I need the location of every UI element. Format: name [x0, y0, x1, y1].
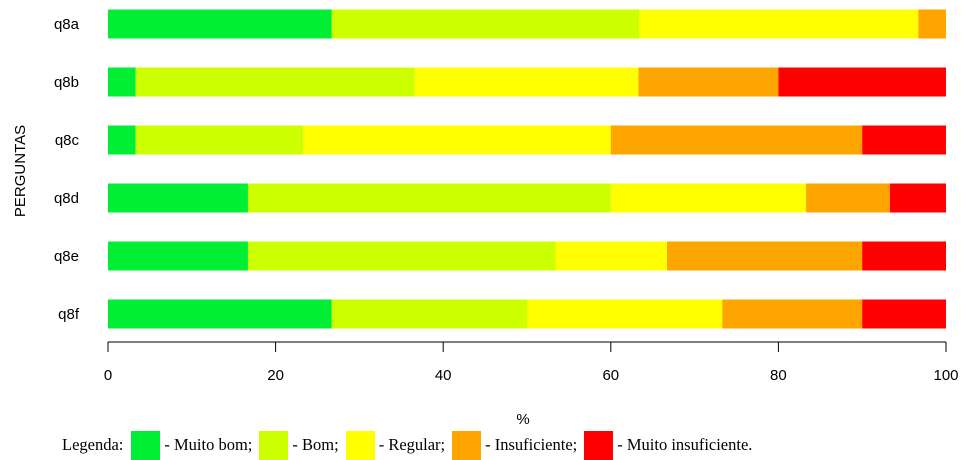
category-label-q8a: q8a [54, 16, 80, 33]
bar-segment-q8a-3 [918, 9, 946, 39]
legend-label-2: - Regular; [378, 435, 446, 454]
legend: Legenda: - Muito bom; - Bom; - Regular; - I… [62, 430, 755, 460]
legend-swatch-2 [345, 430, 375, 460]
bar-segment-q8e-2 [555, 241, 667, 271]
category-label-q8d: q8d [54, 190, 79, 207]
bar-segment-q8d-0 [108, 183, 248, 213]
bar-segment-q8e-0 [108, 241, 248, 271]
bars-group [108, 9, 946, 329]
x-tick-label-40: 40 [435, 367, 452, 384]
bar-segment-q8a-0 [108, 9, 332, 39]
x-axis: 0 20 40 60 80 100 [104, 341, 959, 384]
x-tick-label-20: 20 [267, 367, 284, 384]
bar-segment-q8b-4 [778, 67, 946, 97]
bar-segment-q8e-1 [247, 241, 556, 271]
y-axis-title: PERGUNTAS [12, 125, 29, 217]
bar-segment-q8f-1 [331, 299, 527, 329]
legend-label-1: - Bom; [292, 435, 339, 454]
x-tick-label-100: 100 [933, 367, 958, 384]
bar-segment-q8d-3 [806, 183, 890, 213]
x-tick-label-0: 0 [104, 367, 112, 384]
category-label-q8e: q8e [54, 248, 79, 265]
bar-segment-q8b-0 [108, 67, 136, 97]
bar-segment-q8b-2 [414, 67, 639, 97]
bar-segment-q8a-1 [331, 9, 640, 39]
category-label-q8b: q8b [54, 74, 79, 91]
stacked-bar-chart: q8a q8b q8c q8d q8e q8f 0 20 40 60 80 100 PERGUNTA… [12, 9, 959, 425]
bar-segment-q8c-1 [135, 125, 304, 155]
bar-segment-q8d-1 [247, 183, 611, 213]
x-tick-label-60: 60 [602, 367, 619, 384]
legend-swatch-1 [259, 430, 289, 460]
category-labels: q8a q8b q8c q8d q8e q8f [54, 16, 80, 323]
bar-segment-q8a-2 [639, 9, 919, 39]
bar-segment-q8c-3 [610, 125, 863, 155]
bar-segment-q8d-4 [889, 183, 946, 213]
category-label-q8c: q8c [55, 132, 80, 149]
legend-label-3: - Insuficiente; [485, 435, 578, 454]
category-label-q8f: q8f [58, 306, 80, 323]
bar-segment-q8e-4 [862, 241, 946, 271]
bar-segment-q8f-0 [108, 299, 332, 329]
legend-swatch-4 [584, 430, 614, 460]
legend-label-4: - Muito insuficiente. [617, 435, 753, 454]
legend-swatch-3 [452, 430, 482, 460]
bar-segment-q8d-2 [610, 183, 807, 213]
bar-segment-q8c-0 [108, 125, 136, 155]
bar-segment-q8f-3 [722, 299, 863, 329]
legend-swatch-0 [131, 430, 161, 460]
bar-segment-q8f-4 [862, 299, 946, 329]
legend-title: Legenda: [62, 435, 124, 454]
bar-segment-q8e-3 [666, 241, 863, 271]
x-tick-label-80: 80 [770, 367, 787, 384]
bar-segment-q8b-1 [135, 67, 415, 97]
bar-segment-q8c-2 [303, 125, 611, 155]
bar-segment-q8b-3 [638, 67, 779, 97]
bar-segment-q8f-2 [527, 299, 723, 329]
legend-label-0: - Muito bom; [164, 435, 253, 454]
x-axis-title: % [516, 411, 529, 425]
bar-segment-q8c-4 [862, 125, 946, 155]
